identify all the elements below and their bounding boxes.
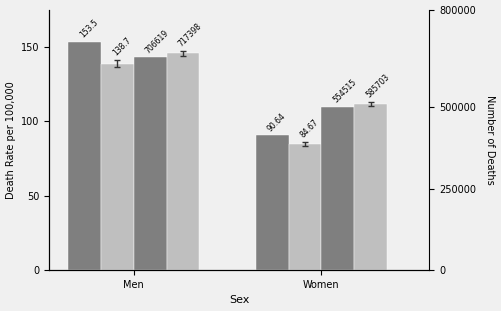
Text: 90.64: 90.64 (266, 111, 288, 133)
Bar (101, 64, 134, 270)
Bar (322, 107, 354, 270)
Y-axis label: Death Rate per 100,000: Death Rate per 100,000 (6, 81, 16, 199)
Bar (289, 144, 322, 270)
Text: 138.7: 138.7 (111, 36, 133, 58)
Bar (256, 135, 289, 270)
Bar (68, 42, 101, 270)
Bar (167, 53, 199, 270)
Text: 84.67: 84.67 (299, 118, 320, 140)
Text: 717398: 717398 (177, 21, 203, 48)
Bar (134, 57, 167, 270)
Text: 153.5: 153.5 (78, 18, 100, 39)
X-axis label: Sex: Sex (229, 295, 249, 305)
Bar (354, 104, 387, 270)
Text: 585703: 585703 (364, 73, 391, 100)
Text: 554515: 554515 (332, 78, 358, 105)
Text: 706619: 706619 (144, 28, 171, 55)
Y-axis label: Number of Deaths: Number of Deaths (485, 95, 495, 185)
